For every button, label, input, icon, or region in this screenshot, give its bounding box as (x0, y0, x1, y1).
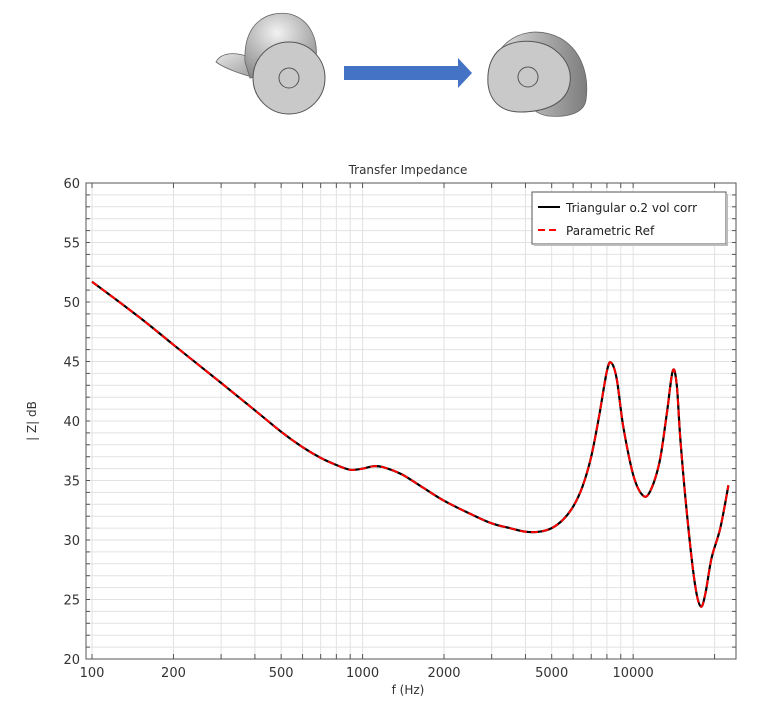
x-axis-label: f (Hz) (392, 683, 425, 697)
arrow-right-icon (344, 58, 472, 88)
y-axis-tick-labels: 20 25 30 35 40 45 50 55 60 (63, 177, 80, 668)
y-tick-label: 30 (63, 534, 80, 549)
y-axis-label: | Z| dB (25, 401, 39, 441)
y-tick-label: 60 (63, 177, 80, 192)
y-tick-label: 35 (63, 475, 80, 490)
y-tick-label: 55 (63, 237, 80, 252)
x-axis-tick-labels: 100 200 500 1000 2000 5000 10000 (80, 666, 654, 681)
x-tick-label: 500 (269, 666, 294, 681)
x-tick-label: 200 (161, 666, 186, 681)
earbud-original-model (215, 12, 326, 115)
x-tick-label: 5000 (535, 666, 568, 681)
series-line-parametric-ref (91, 280, 730, 608)
illustration (215, 12, 588, 117)
y-tick-label: 25 (63, 594, 80, 609)
y-tick-label: 40 (63, 415, 80, 430)
x-tick-label: 1000 (346, 666, 379, 681)
x-tick-label: 10000 (612, 666, 653, 681)
x-tick-label: 2000 (427, 666, 460, 681)
y-tick-label: 45 (63, 356, 80, 371)
chart-title: Transfer Impedance (348, 163, 468, 177)
y-tick-label: 50 (63, 296, 80, 311)
x-tick-label: 100 (80, 666, 105, 681)
legend: Triangular o.2 vol corr Parametric Ref (531, 191, 728, 246)
plot-frame (85, 182, 737, 660)
y-tick-label: 20 (63, 653, 80, 668)
grid-lines (86, 182, 736, 660)
chart: Transfer Impedance 20 25 30 35 40 45 50 55 60 10… (25, 163, 737, 697)
earbud-triangular-model (487, 31, 588, 117)
legend-label-0: Triangular o.2 vol corr (565, 201, 697, 215)
legend-label-1: Parametric Ref (566, 224, 655, 238)
